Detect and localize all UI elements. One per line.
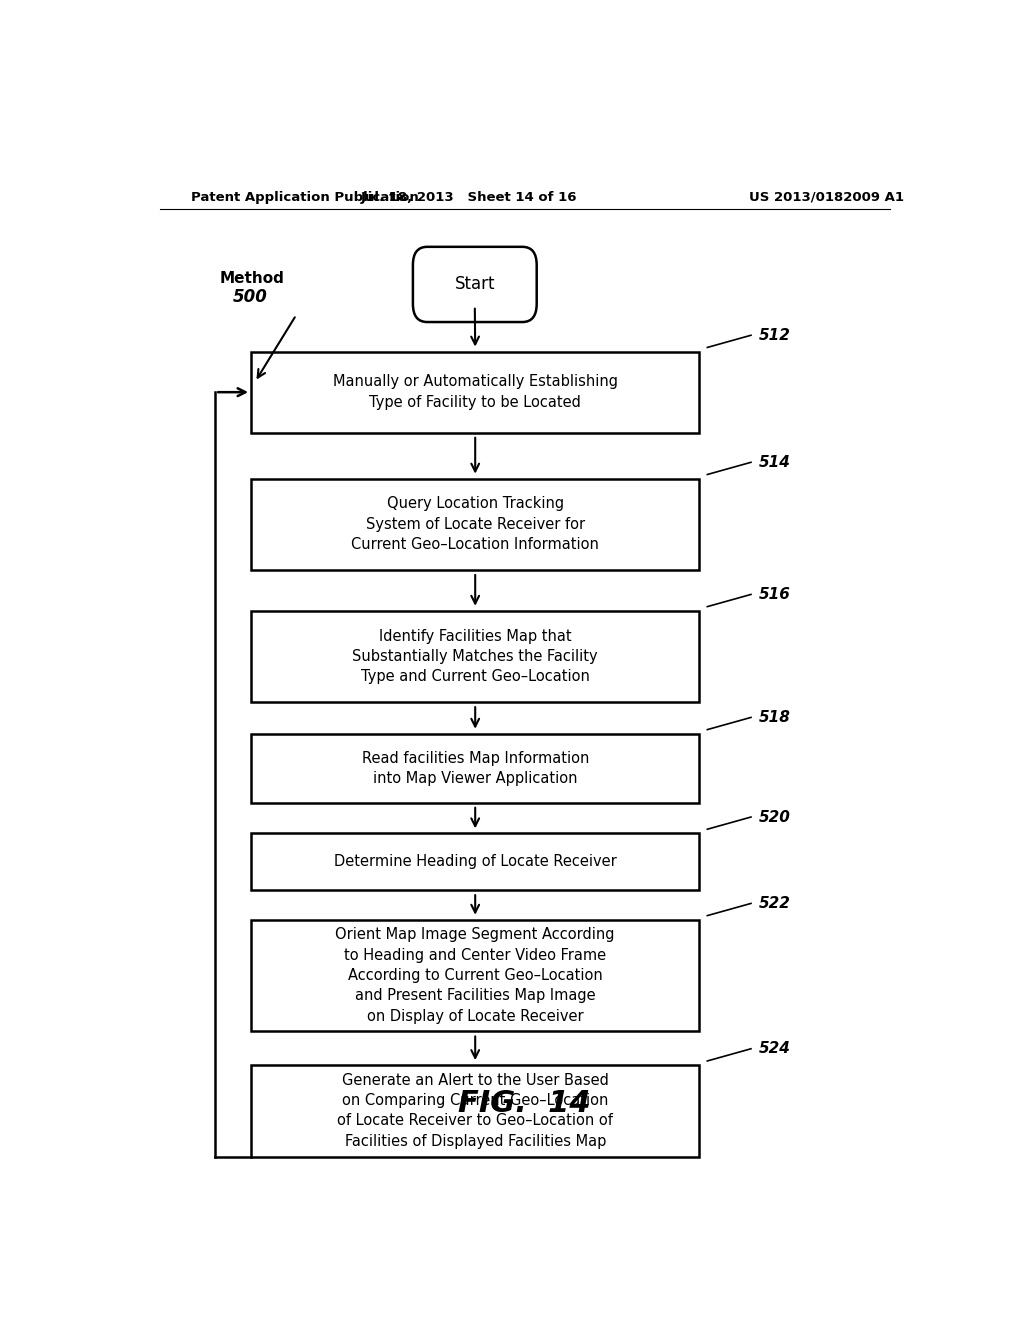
Text: FIG.  14: FIG. 14 xyxy=(459,1089,591,1118)
FancyBboxPatch shape xyxy=(413,247,537,322)
Text: 522: 522 xyxy=(759,896,791,911)
Text: Read facilities Map Information
into Map Viewer Application: Read facilities Map Information into Map… xyxy=(361,751,589,785)
Text: Identify Facilities Map that
Substantially Matches the Facility
Type and Current: Identify Facilities Map that Substantial… xyxy=(352,628,598,684)
Text: Generate an Alert to the User Based
on Comparing Current Geo–Location
of Locate : Generate an Alert to the User Based on C… xyxy=(337,1073,613,1148)
Text: Start: Start xyxy=(455,276,495,293)
Text: US 2013/0182009 A1: US 2013/0182009 A1 xyxy=(749,190,904,203)
Text: 520: 520 xyxy=(759,809,791,825)
Text: Determine Heading of Locate Receiver: Determine Heading of Locate Receiver xyxy=(334,854,616,870)
Text: 500: 500 xyxy=(232,288,267,306)
Text: 516: 516 xyxy=(759,587,791,602)
Text: Method: Method xyxy=(219,271,284,286)
FancyBboxPatch shape xyxy=(251,479,699,570)
Text: 518: 518 xyxy=(759,710,791,725)
FancyBboxPatch shape xyxy=(251,611,699,702)
Text: Patent Application Publication: Patent Application Publication xyxy=(191,190,419,203)
FancyBboxPatch shape xyxy=(251,734,699,803)
Text: 512: 512 xyxy=(759,327,791,343)
FancyBboxPatch shape xyxy=(251,833,699,890)
Text: Orient Map Image Segment According
to Heading and Center Video Frame
According t: Orient Map Image Segment According to He… xyxy=(336,927,615,1024)
FancyBboxPatch shape xyxy=(251,351,699,433)
Text: 514: 514 xyxy=(759,455,791,470)
FancyBboxPatch shape xyxy=(251,1065,699,1156)
Text: Jul. 18, 2013   Sheet 14 of 16: Jul. 18, 2013 Sheet 14 of 16 xyxy=(361,190,578,203)
Text: Query Location Tracking
System of Locate Receiver for
Current Geo–Location Infor: Query Location Tracking System of Locate… xyxy=(351,496,599,552)
Text: Manually or Automatically Establishing
Type of Facility to be Located: Manually or Automatically Establishing T… xyxy=(333,375,617,411)
FancyBboxPatch shape xyxy=(251,920,699,1031)
Text: 524: 524 xyxy=(759,1041,791,1056)
